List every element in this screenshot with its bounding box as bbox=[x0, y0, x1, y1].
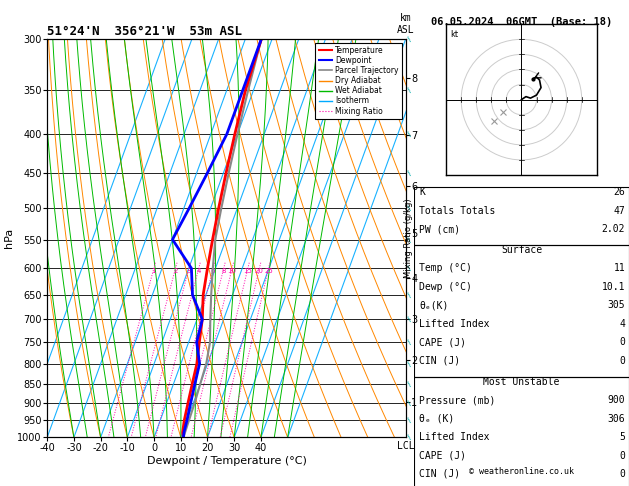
Text: LCL: LCL bbox=[397, 441, 415, 451]
Text: PW (cm): PW (cm) bbox=[419, 224, 460, 234]
Text: /: / bbox=[406, 265, 413, 271]
Text: K: K bbox=[419, 187, 425, 197]
Text: /: / bbox=[406, 399, 413, 405]
Text: 0: 0 bbox=[620, 356, 625, 366]
Text: θₑ(K): θₑ(K) bbox=[419, 300, 448, 311]
Text: 0: 0 bbox=[620, 451, 625, 461]
Text: Totals Totals: Totals Totals bbox=[419, 206, 495, 216]
X-axis label: Dewpoint / Temperature (°C): Dewpoint / Temperature (°C) bbox=[147, 456, 306, 466]
Text: /: / bbox=[406, 131, 413, 137]
Text: /: / bbox=[406, 292, 413, 298]
Text: Pressure (mb): Pressure (mb) bbox=[419, 395, 495, 405]
Text: 20: 20 bbox=[255, 268, 264, 274]
Text: CIN (J): CIN (J) bbox=[419, 356, 460, 366]
Y-axis label: hPa: hPa bbox=[4, 228, 14, 248]
Text: 5: 5 bbox=[620, 432, 625, 442]
Text: 306: 306 bbox=[608, 414, 625, 424]
Bar bbox=[414, 187, 629, 245]
Text: /: / bbox=[406, 36, 413, 42]
Text: kt: kt bbox=[450, 30, 459, 39]
Text: /: / bbox=[406, 316, 413, 322]
Text: 26: 26 bbox=[613, 187, 625, 197]
Text: Temp (°C): Temp (°C) bbox=[419, 263, 472, 274]
Text: 47: 47 bbox=[613, 206, 625, 216]
Text: 10.1: 10.1 bbox=[602, 282, 625, 292]
Text: CAPE (J): CAPE (J) bbox=[419, 337, 466, 347]
Text: © weatheronline.co.uk: © weatheronline.co.uk bbox=[469, 467, 574, 476]
Text: Surface: Surface bbox=[501, 245, 542, 255]
Text: 51°24'N  356°21'W  53m ASL: 51°24'N 356°21'W 53m ASL bbox=[47, 25, 242, 38]
Text: θₑ (K): θₑ (K) bbox=[419, 414, 454, 424]
Bar bbox=[414, 245, 629, 377]
Text: 2: 2 bbox=[174, 268, 178, 274]
Text: /: / bbox=[406, 381, 413, 386]
Text: Dewp (°C): Dewp (°C) bbox=[419, 282, 472, 292]
Text: 8: 8 bbox=[221, 268, 226, 274]
Text: /: / bbox=[406, 434, 413, 440]
Text: 15: 15 bbox=[243, 268, 252, 274]
Text: 11: 11 bbox=[613, 263, 625, 274]
Text: /: / bbox=[406, 87, 413, 93]
Text: 25: 25 bbox=[264, 268, 273, 274]
Text: CIN (J): CIN (J) bbox=[419, 469, 460, 479]
Text: km
ASL: km ASL bbox=[397, 13, 415, 35]
Text: /: / bbox=[406, 237, 413, 243]
Text: Mixing Ratio (g/kg): Mixing Ratio (g/kg) bbox=[404, 198, 413, 278]
Text: /: / bbox=[406, 417, 413, 423]
Text: CAPE (J): CAPE (J) bbox=[419, 451, 466, 461]
Text: 0: 0 bbox=[620, 469, 625, 479]
Text: /: / bbox=[406, 170, 413, 176]
Text: 0: 0 bbox=[620, 337, 625, 347]
Text: /: / bbox=[406, 361, 413, 366]
Text: /: / bbox=[406, 205, 413, 211]
Text: 6: 6 bbox=[211, 268, 215, 274]
Legend: Temperature, Dewpoint, Parcel Trajectory, Dry Adiabat, Wet Adiabat, Isotherm, Mi: Temperature, Dewpoint, Parcel Trajectory… bbox=[316, 43, 402, 119]
Text: 06.05.2024  06GMT  (Base: 18): 06.05.2024 06GMT (Base: 18) bbox=[431, 17, 612, 27]
Text: 4: 4 bbox=[196, 268, 201, 274]
Text: 10: 10 bbox=[228, 268, 237, 274]
Text: 3: 3 bbox=[187, 268, 191, 274]
Bar bbox=[414, 377, 629, 486]
Text: 305: 305 bbox=[608, 300, 625, 311]
Text: Lifted Index: Lifted Index bbox=[419, 432, 489, 442]
Text: Most Unstable: Most Unstable bbox=[483, 377, 560, 387]
Text: /: / bbox=[406, 339, 413, 345]
Text: 2.02: 2.02 bbox=[602, 224, 625, 234]
Text: Lifted Index: Lifted Index bbox=[419, 319, 489, 329]
Text: 900: 900 bbox=[608, 395, 625, 405]
Text: 4: 4 bbox=[620, 319, 625, 329]
Text: 1: 1 bbox=[152, 268, 156, 274]
